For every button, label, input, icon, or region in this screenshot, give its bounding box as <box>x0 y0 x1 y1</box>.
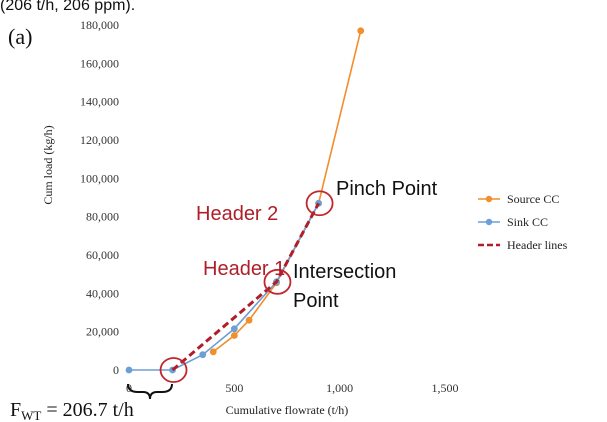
legend-label-sink-cc: Sink CC <box>507 215 548 229</box>
data-point-source-cc <box>209 348 217 356</box>
x-tick-label: 500 <box>225 381 243 395</box>
header-2-label: Header 2 <box>196 203 278 225</box>
fwt-symbol: F <box>10 399 21 421</box>
y-tick-label: 0 <box>113 363 119 377</box>
header-1-label: Header 1 <box>203 258 285 280</box>
intersection-label-line2: Point <box>293 290 339 312</box>
series-line-sink-cc <box>129 202 320 371</box>
highlight-circle <box>159 357 188 383</box>
fwt-subscript: WT <box>21 408 41 422</box>
fwt-brace <box>127 383 173 400</box>
fwt-value: = 206.7 t/h <box>41 399 133 421</box>
fwt-annotation: FWT = 206.7 t/h <box>10 399 134 422</box>
series-line-header-lines <box>171 202 320 372</box>
data-point-sink-cc <box>125 366 133 374</box>
series-line-source-cc <box>212 30 362 353</box>
y-tick-label: 60,000 <box>86 248 119 262</box>
highlight-circle <box>305 190 334 217</box>
highlight-circle <box>263 268 292 295</box>
pinch-point-label: Pinch Point <box>336 178 438 200</box>
panel-label: (a) <box>8 24 32 49</box>
y-tick-label: 80,000 <box>86 210 119 224</box>
data-point-source-cc <box>357 27 365 35</box>
y-tick-label: 100,000 <box>80 171 119 185</box>
data-point-source-cc <box>230 332 238 339</box>
y-tick-label: 160,000 <box>80 56 119 70</box>
y-tick-label: 20,000 <box>86 325 119 339</box>
y-tick-label: 180,000 <box>80 18 119 32</box>
data-point-source-cc <box>245 316 253 324</box>
x-tick-label: 1,500 <box>432 381 459 395</box>
y-tick-label: 140,000 <box>80 95 119 109</box>
intersection-label-line1: Intersection <box>293 261 396 283</box>
legend-marker-source-cc <box>485 195 493 203</box>
x-tick-label: 1,000 <box>326 381 353 395</box>
legend: Source CC Sink CC Header lines <box>478 192 568 252</box>
data-point-sink-cc <box>230 325 238 333</box>
top-caption: (206 t/h, 206 ppm). <box>0 0 135 14</box>
y-tick-label: 120,000 <box>80 133 119 147</box>
y-tick-label: 40,000 <box>86 286 119 300</box>
x-axis-title: Cumulative flowrate (t/h) <box>226 403 349 417</box>
y-axis-title: Cum load (kg/h) <box>41 125 55 204</box>
legend-label-source-cc: Source CC <box>507 192 559 206</box>
legend-label-header-lines: Header lines <box>507 238 568 252</box>
plot-area: 0 20,000 40,000 60,000 80,000 100,000 120,000 1… <box>80 18 459 395</box>
data-point-sink-cc <box>199 351 207 359</box>
legend-marker-sink-cc <box>485 218 493 226</box>
